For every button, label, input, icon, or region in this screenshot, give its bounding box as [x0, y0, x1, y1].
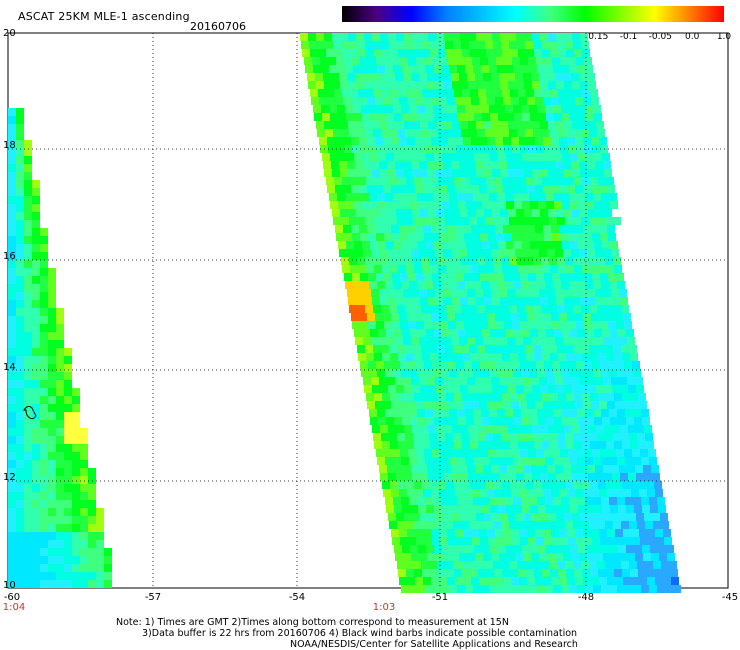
lat-lon-gridlines	[8, 33, 728, 588]
note-line-3: NOAA/NESDIS/Center for Satellite Applica…	[290, 639, 578, 650]
color-scale-label: -0.1	[619, 32, 638, 42]
color-scale-label: 0.0	[684, 32, 700, 42]
map-title: ASCAT 25KM MLE-1 ascending	[18, 10, 190, 23]
lon-label-45: -45	[721, 592, 739, 603]
color-scale-label: -0.05	[648, 32, 672, 42]
pass-time-left: 1:04	[2, 602, 26, 613]
lat-label-18: 18	[3, 140, 16, 151]
note-line-2: 3)Data buffer is 22 hrs from 20160706 4)…	[142, 628, 578, 639]
lon-label-57: -57	[144, 592, 162, 603]
color-scale-gradient	[342, 6, 724, 22]
lat-label-10: 10	[3, 580, 16, 591]
color-scale-label: 1.0	[716, 32, 732, 42]
lat-label-16: 16	[3, 251, 16, 262]
color-scale-bar	[342, 6, 724, 22]
lon-label-48: -48	[577, 592, 595, 603]
lon-label-60: -60	[3, 592, 21, 603]
note-line-1: Note: 1) Times are GMT 2)Times along bot…	[116, 617, 509, 628]
lat-label-14: 14	[3, 362, 16, 373]
color-scale-label: -0.15	[585, 32, 609, 42]
lon-label-54: -54	[288, 592, 306, 603]
map-date: 20160706	[190, 20, 246, 33]
lon-label-51: -51	[431, 592, 449, 603]
scatterometer-swaths	[8, 33, 681, 593]
lat-label-12: 12	[3, 472, 16, 483]
island-outline	[23, 405, 37, 420]
pass-time-right: 1:03	[372, 602, 396, 613]
lat-label-20: 20	[3, 28, 16, 39]
